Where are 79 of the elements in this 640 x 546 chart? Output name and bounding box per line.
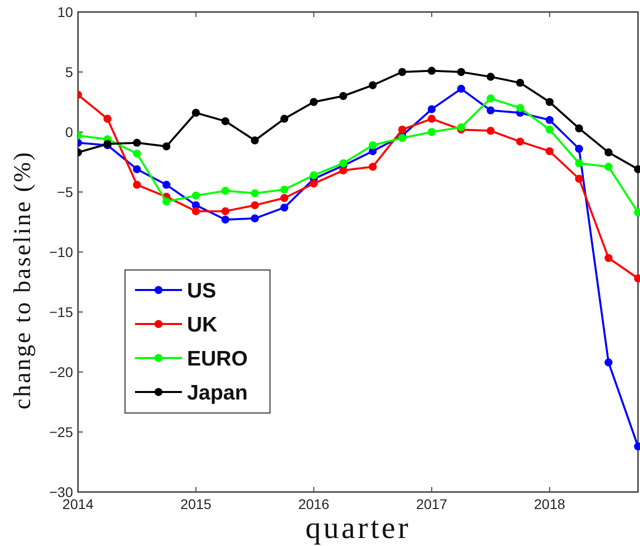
y-tick-label: −5 [57,184,74,200]
point [250,201,259,210]
point [280,194,288,202]
point [546,126,554,134]
point [575,174,584,183]
point [604,254,613,262]
point [310,171,318,180]
point [162,180,170,189]
point [486,126,495,135]
point [339,166,348,174]
point [486,72,495,81]
y-tick-label: 0 [65,124,74,140]
y-tick-label: −10 [49,244,74,260]
point [310,180,318,188]
point [428,66,436,75]
point [546,98,554,106]
point [575,124,584,132]
point [280,114,288,123]
point [132,150,141,158]
point [516,78,524,87]
point [192,192,200,200]
point [516,138,524,146]
point [339,159,348,168]
point [280,186,288,194]
point [546,147,554,156]
point [310,98,318,106]
x-tick-label: 2017 [416,496,448,512]
y-tick-label: −20 [49,364,74,380]
point [398,126,406,134]
point [398,68,406,76]
x-axis-title: quarter [305,510,411,545]
point [457,123,466,132]
point [221,117,230,126]
point [368,81,377,90]
point [162,142,170,150]
legend-label: EURO [187,348,248,371]
point [575,159,584,168]
point [546,116,554,124]
point [103,114,112,123]
point [192,207,200,216]
y-tick-label: 5 [65,64,74,80]
point [486,106,495,114]
point [398,134,406,142]
point [516,104,524,112]
point [604,148,613,156]
y-tick-label: −15 [49,304,74,320]
point [428,114,436,123]
legend-label: Japan [187,382,248,405]
x-tick-label: 2018 [534,496,566,512]
x-tick-label: 2015 [180,496,212,512]
point [428,128,436,136]
legend-label: UK [187,314,218,337]
x-tick-label: 2016 [298,496,330,512]
point [132,138,141,147]
point [457,84,466,93]
point [250,214,259,222]
point [162,198,170,206]
point [339,92,348,100]
point [250,189,259,198]
point [192,108,200,117]
point [368,162,377,171]
point [221,216,230,224]
legend-label: US [187,280,216,303]
point [280,204,288,212]
point [250,136,259,144]
point [221,186,230,195]
point [575,144,584,153]
point [132,165,141,174]
point [457,68,466,76]
point [604,358,613,366]
point [604,162,613,171]
y-tick-label: 10 [57,4,74,20]
y-tick-label: −25 [49,424,74,440]
y-axis-title: change to baseline (%) [10,150,36,410]
point [132,180,141,189]
point [428,105,436,114]
point [486,94,495,102]
point [368,141,377,150]
point [221,207,230,216]
